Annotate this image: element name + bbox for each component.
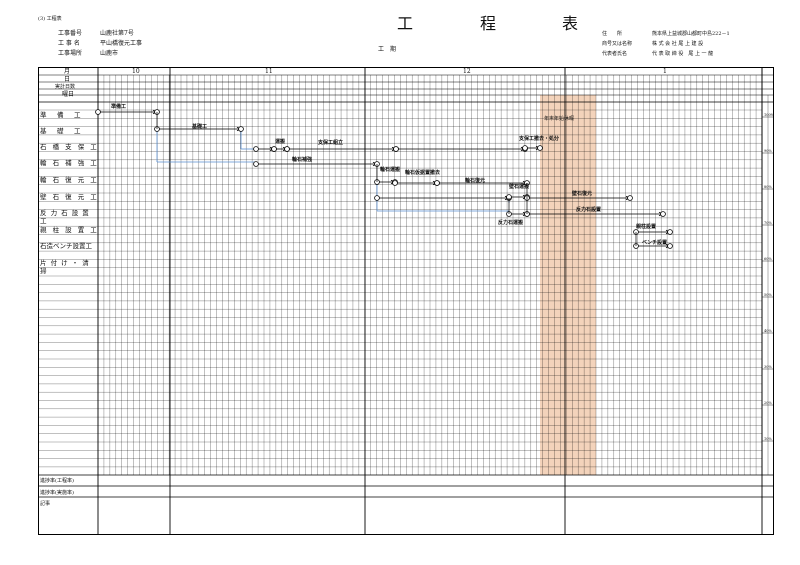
milestone-node bbox=[95, 109, 101, 115]
milestone-node bbox=[284, 146, 290, 152]
milestone-node bbox=[660, 211, 666, 217]
project-name-value: 平山橋復元工事 bbox=[100, 40, 143, 47]
milestone-node bbox=[667, 229, 673, 235]
bar-label-temporary-removal: 輪石仮据置撤去 bbox=[405, 170, 441, 176]
task-shoring: 石 橋 支 保 工 bbox=[40, 143, 99, 151]
milestone-node bbox=[393, 146, 399, 152]
milestone-node bbox=[537, 145, 543, 151]
bar-label-foundation: 基礎工 bbox=[192, 124, 208, 130]
bar-label-reaction-install: 反力石設置 bbox=[576, 207, 602, 213]
milestone-node bbox=[667, 243, 673, 249]
milestone-node bbox=[271, 146, 277, 152]
milestone-node bbox=[374, 195, 380, 201]
bar-label-preparation: 準備工 bbox=[111, 104, 127, 110]
row-header-days: 実計日数 bbox=[55, 84, 76, 90]
project-number-label: 工事番号 bbox=[58, 30, 83, 37]
bar-label-pillar: 親柱設置 bbox=[636, 224, 657, 230]
scale-label: 30% bbox=[764, 365, 772, 369]
bar-label-shoring-assembly: 支保工組立 bbox=[318, 140, 344, 146]
milestone-node bbox=[253, 146, 259, 152]
footer-remarks: 記事 bbox=[40, 501, 51, 507]
project-site-value: 山鹿市 bbox=[100, 50, 119, 57]
milestone-node bbox=[253, 161, 259, 167]
address-value: 熊本県上益城郡山都町中島222－1 bbox=[652, 31, 730, 37]
task-arch-reinforcement: 輪 石 補 強 工 bbox=[40, 159, 99, 167]
task-foundation: 基 礎 工 bbox=[40, 127, 83, 135]
title-char-1: 工 bbox=[397, 14, 414, 33]
milestone-node bbox=[522, 145, 528, 151]
task-main-pillar: 親 柱 設 置 工 bbox=[40, 226, 99, 234]
scale-label: 90% bbox=[764, 149, 772, 153]
project-name-label: 工 事 名 bbox=[58, 40, 80, 47]
bar-label-reaction-transport: 反力石運搬 bbox=[498, 220, 524, 226]
scale-label: 40% bbox=[764, 329, 772, 333]
month-1: 1 bbox=[663, 68, 667, 75]
task-stone-bench: 石造ベンチ設置工 bbox=[40, 242, 92, 250]
company-label: 商号又は名称 bbox=[602, 41, 633, 47]
footer-progress-planned: 進捗率(工程率) bbox=[40, 478, 74, 484]
project-site-label: 工事場所 bbox=[58, 50, 83, 57]
representative-label: 代表者氏名 bbox=[602, 51, 628, 57]
address-label: 住 所 bbox=[602, 31, 623, 37]
construction-period-label: 工 期 bbox=[378, 46, 397, 53]
bar-label-shoring-removal: 支保工撤去・処分 bbox=[519, 136, 560, 142]
footer-progress-actual: 進捗率(実施率) bbox=[40, 490, 74, 496]
task-cleanup: 片 付 け ・ 清 掃 bbox=[40, 259, 90, 275]
title-char-2: 程 bbox=[480, 14, 497, 33]
project-number-value: 山鹿社第7号 bbox=[100, 30, 134, 37]
scale-label: 10% bbox=[764, 437, 772, 441]
bar-label-transport-1: 運搬 bbox=[275, 139, 286, 145]
row-header-month: 月 bbox=[64, 68, 71, 75]
milestone-node bbox=[392, 180, 398, 186]
month-12: 12 bbox=[463, 68, 471, 75]
bar-label-wall-restore: 壁石復元 bbox=[572, 191, 593, 197]
task-preparation: 準 備 工 bbox=[40, 111, 83, 119]
task-reaction-stone: 反 力 石 設 置 工 bbox=[40, 209, 90, 225]
milestone-node bbox=[434, 180, 440, 186]
scale-label: 80% bbox=[764, 185, 772, 189]
row-header-day: 日 bbox=[64, 76, 71, 83]
representative-value: 代 表 取 締 役 尾 上 一 龍 bbox=[652, 51, 714, 57]
bar-label-arch-reinforce: 輪石補強 bbox=[292, 157, 313, 163]
scale-label: 50% bbox=[764, 293, 772, 297]
title-char-3: 表 bbox=[562, 14, 579, 33]
scale-label: 70% bbox=[764, 221, 772, 225]
milestone-node bbox=[238, 126, 244, 132]
bar-label-arch-restore: 輪石復元 bbox=[465, 178, 486, 184]
holiday-band bbox=[540, 95, 596, 475]
scale-label: 60% bbox=[764, 257, 772, 261]
bar-label-wall-transport: 壁石運搬 bbox=[509, 184, 530, 190]
company-value: 株 式 会 社 尾 上 建 設 bbox=[652, 41, 704, 47]
section-number: (3) 工程表 bbox=[38, 16, 62, 22]
task-wall-restoration: 壁 石 復 元 工 bbox=[40, 193, 99, 201]
milestone-node bbox=[627, 195, 633, 201]
row-header-weekday: 曜日 bbox=[62, 91, 75, 98]
task-arch-restoration: 輪 石 復 元 工 bbox=[40, 176, 99, 184]
holiday-label: 年末年始休暇 bbox=[544, 116, 575, 122]
scale-label: 100% bbox=[764, 113, 775, 117]
bar-label-bench: ベンチ設置 bbox=[642, 240, 668, 246]
month-11: 11 bbox=[265, 68, 273, 75]
bar-label-arch-transport: 輪石運搬 bbox=[380, 167, 401, 173]
scale-label: 20% bbox=[764, 401, 772, 405]
month-10: 10 bbox=[132, 68, 140, 75]
